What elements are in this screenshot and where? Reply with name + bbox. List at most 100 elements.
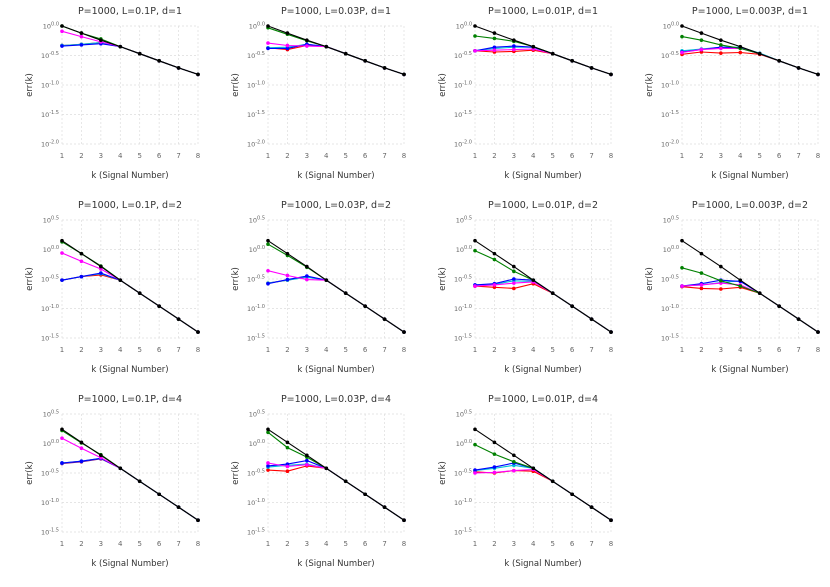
x-tick-label: 2 [492, 152, 496, 160]
y-axis-label: err(k) [25, 461, 35, 485]
y-tick-label: 100.0 [663, 245, 679, 254]
y-tick-label: 10-1.5 [41, 528, 59, 537]
x-tick-label: 6 [570, 346, 575, 354]
subplot-9: P=1000, L=0.1P, d=4 100.5 100.0 10-0.5 10-1.… [25, 394, 200, 569]
x-tick-label: 2 [285, 346, 289, 354]
data-point-black [363, 492, 367, 497]
data-point-magenta [473, 48, 477, 53]
x-tick-label: 6 [157, 346, 162, 354]
y-axis-label: err(k) [25, 267, 35, 291]
x-axis-label: k (Signal Number) [297, 559, 374, 569]
x-tick-label: 5 [137, 152, 141, 160]
data-point-blue [492, 465, 497, 469]
data-point-black [79, 251, 84, 256]
series-line-magenta [474, 468, 612, 521]
data-point-black [796, 317, 801, 321]
subplot-title: P=1000, L=0.01P, d=4 [488, 394, 598, 405]
x-tick-label: 8 [402, 540, 406, 548]
data-point-black [363, 59, 367, 63]
series-line-red [474, 283, 612, 333]
data-point-black [777, 304, 781, 308]
series-line-red [681, 286, 819, 333]
data-point-black [738, 44, 743, 49]
y-tick-label: 100.0 [43, 22, 59, 31]
x-tick-label: 3 [719, 152, 723, 160]
data-point-black [550, 291, 555, 295]
data-point-black [589, 317, 594, 321]
data-point-blue [266, 46, 270, 51]
data-point-black [324, 466, 329, 471]
y-tick-label: 10-1.0 [41, 81, 59, 90]
subplot-1: P=1000, L=0.1P, d=1 100.0 10-0.5 10-1.0 10-1… [25, 6, 200, 181]
data-point-black [680, 24, 684, 28]
data-point-blue [79, 43, 84, 47]
data-point-green [512, 459, 516, 464]
data-point-magenta [60, 29, 64, 34]
data-point-black [382, 505, 387, 510]
data-point-green [738, 284, 743, 288]
data-point-blue [266, 464, 270, 468]
series-line-blue [267, 460, 405, 521]
data-point-magenta [60, 251, 64, 255]
series-line-green [474, 444, 612, 521]
subplot-title: P=1000, L=0.01P, d=2 [488, 200, 598, 211]
data-point-red [699, 286, 704, 291]
data-point-black [719, 264, 723, 269]
x-tick-label: 1 [266, 152, 270, 160]
x-tick-label: 1 [60, 346, 64, 354]
data-point-black [305, 453, 309, 458]
data-point-black [176, 317, 181, 321]
data-point-magenta [79, 34, 84, 39]
data-point-green [719, 43, 723, 47]
series-line-black [474, 240, 612, 333]
data-point-magenta [285, 43, 290, 48]
x-tick-label: 4 [738, 152, 743, 160]
y-tick-label: 10-1.5 [41, 110, 59, 119]
x-tick-label: 5 [343, 540, 347, 548]
data-point-green [266, 430, 270, 435]
x-tick-label: 8 [196, 540, 200, 548]
data-point-black [492, 440, 497, 445]
data-point-magenta [473, 284, 477, 288]
y-tick-label: 10-1.5 [454, 334, 472, 343]
data-point-magenta [79, 446, 84, 451]
y-tick-label: 100.0 [456, 439, 472, 448]
data-point-red [719, 51, 723, 55]
x-tick-label: 3 [99, 152, 103, 160]
data-point-black [99, 453, 103, 458]
x-tick-label: 7 [382, 152, 386, 160]
y-axis-label: err(k) [645, 73, 655, 97]
y-tick-label: 10-1.5 [661, 110, 679, 119]
data-point-green [699, 271, 704, 275]
x-tick-label: 4 [324, 540, 329, 548]
data-point-black [60, 427, 64, 432]
data-point-magenta [512, 281, 516, 285]
x-tick-label: 8 [609, 346, 613, 354]
data-point-black [363, 304, 367, 308]
data-point-black [699, 251, 704, 256]
data-point-black [699, 31, 704, 35]
data-point-green [680, 34, 684, 39]
y-tick-label: 10-1.0 [41, 304, 59, 313]
data-point-black [79, 31, 84, 35]
data-point-magenta [680, 50, 684, 55]
x-tick-label: 8 [402, 346, 406, 354]
y-axis-label: err(k) [231, 73, 241, 97]
data-point-red [266, 468, 270, 472]
series-line-red [474, 49, 612, 75]
subplot-8: P=1000, L=0.003P, d=2 100.5 100.0 10-0.5 10-… [645, 200, 820, 375]
x-tick-label: 8 [609, 152, 613, 160]
data-point-black [796, 66, 801, 70]
data-point-magenta [719, 46, 723, 51]
x-tick-label: 2 [285, 152, 289, 160]
x-tick-label: 6 [363, 152, 368, 160]
series-line-black [267, 428, 405, 521]
subplot-title: P=1000, L=0.1P, d=2 [78, 200, 182, 211]
data-point-magenta [699, 283, 704, 287]
data-point-blue [285, 277, 290, 282]
data-point-black [99, 264, 103, 269]
data-point-black [531, 466, 536, 471]
x-tick-label: 4 [324, 346, 329, 354]
data-point-black [137, 479, 142, 484]
series-line-black [61, 240, 199, 333]
